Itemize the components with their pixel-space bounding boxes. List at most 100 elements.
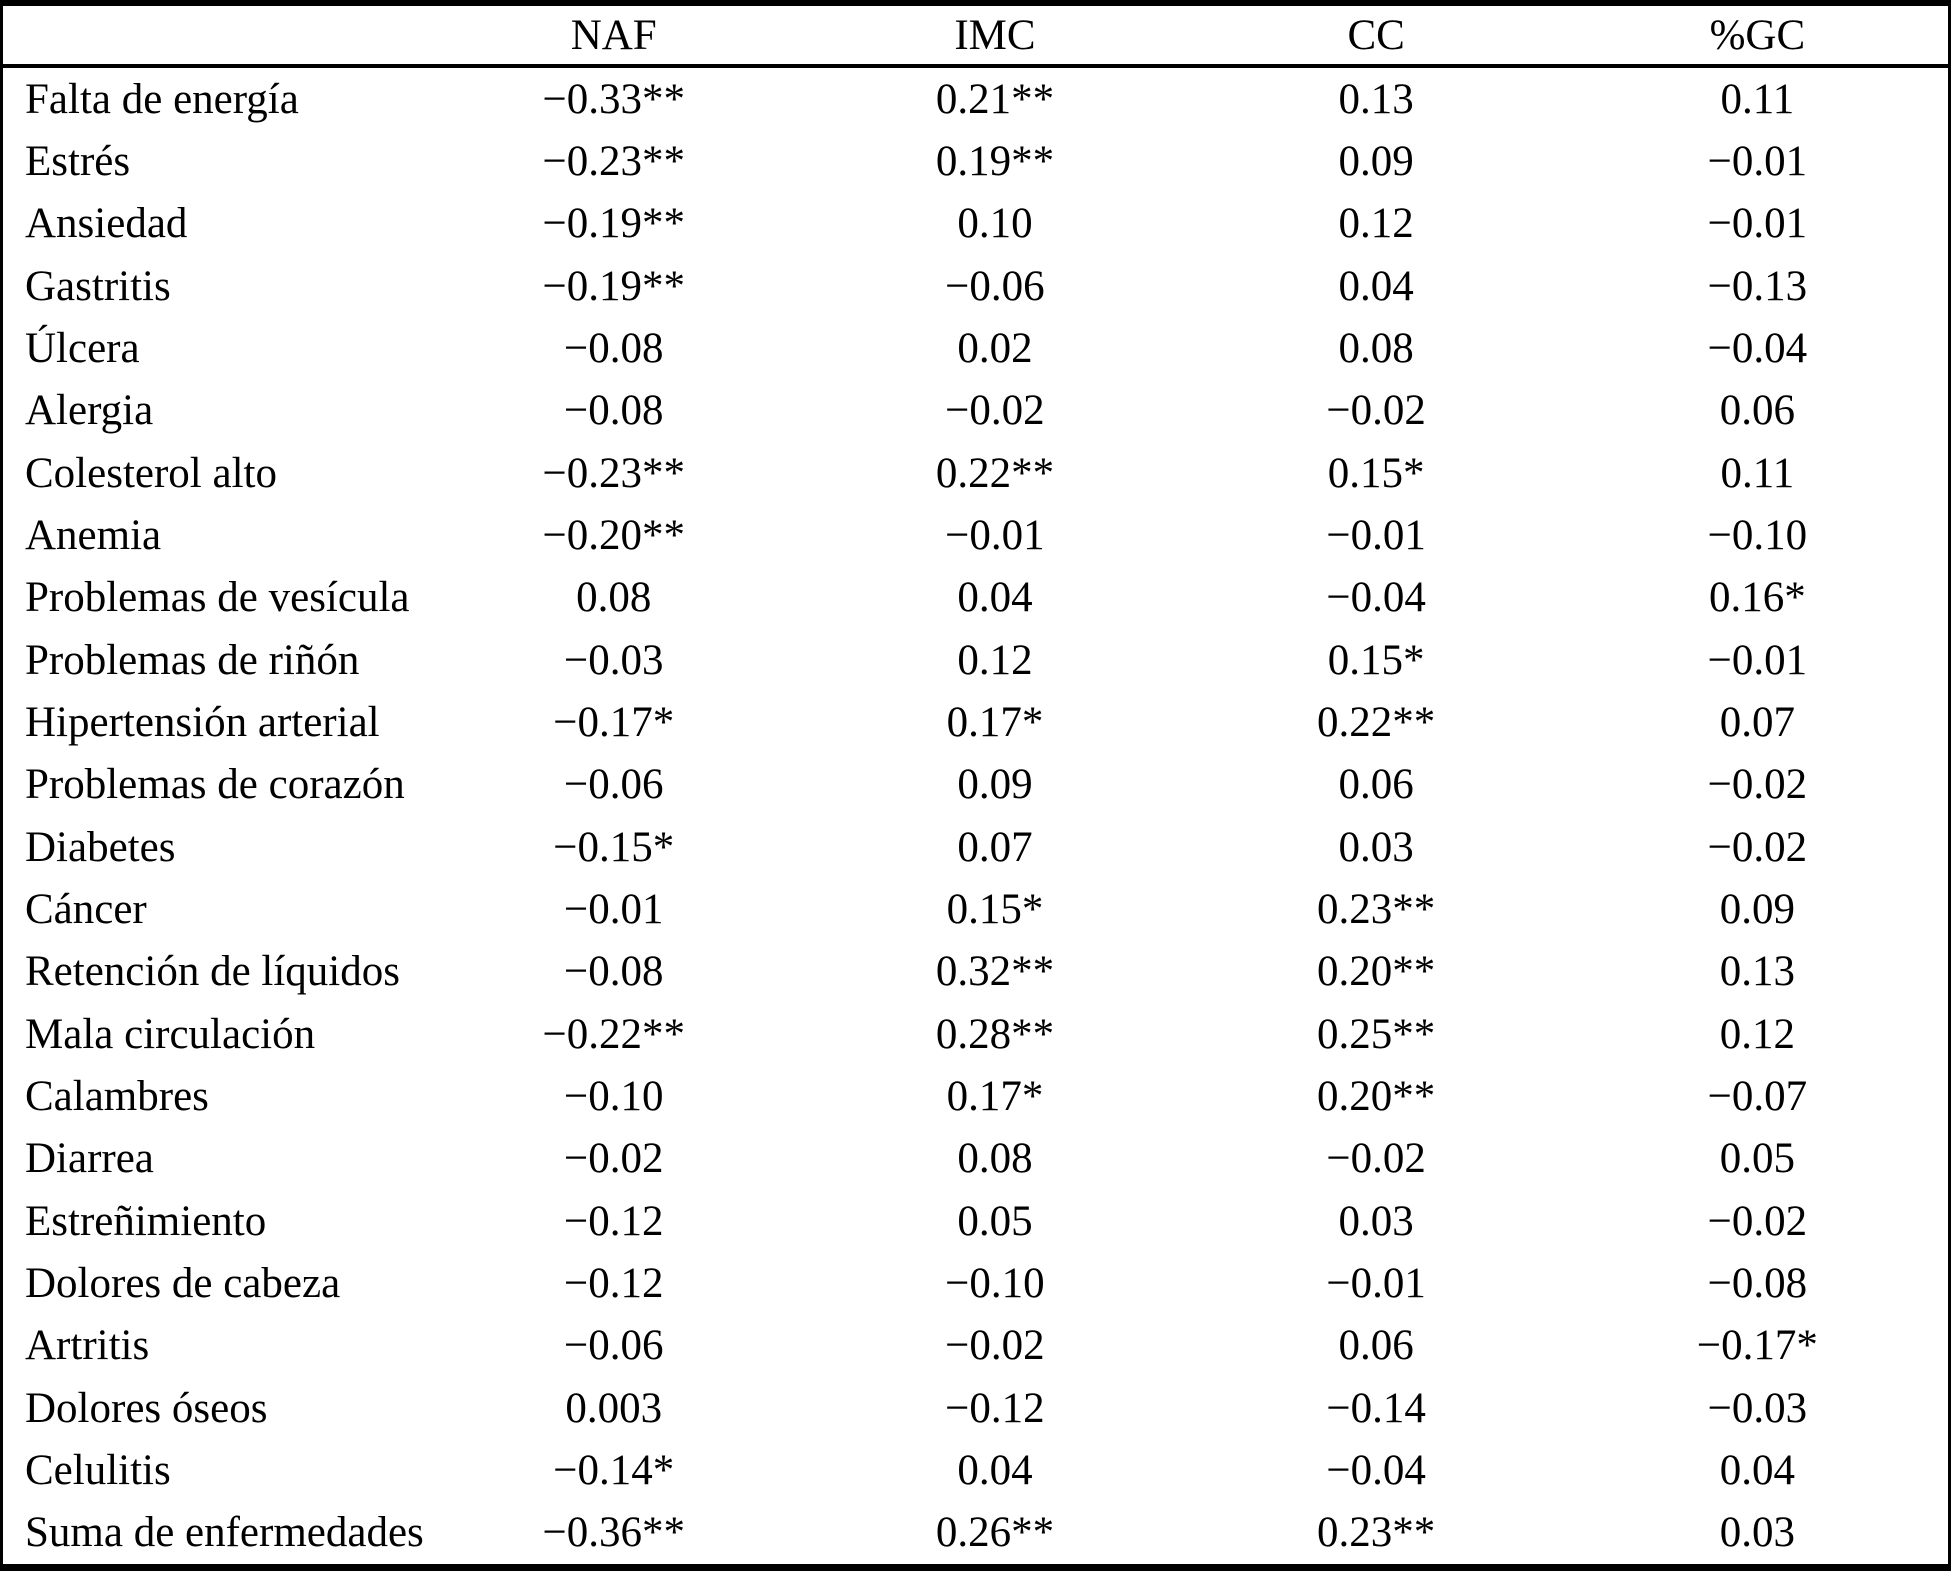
- value-cell: −0.10: [563, 1072, 664, 1120]
- value-cell: −0.12: [563, 1259, 664, 1307]
- table-row: Diabetes −0.15* 0.07 0.03 −0.02: [3, 816, 1948, 878]
- value-cell: 0.003: [565, 1384, 663, 1432]
- value-cell: −0.23**: [542, 137, 685, 185]
- row-label: Dolores de cabeza: [25, 1259, 341, 1307]
- value-cell: 0.04: [957, 1446, 1033, 1494]
- value-cell: −0.17*: [553, 698, 675, 746]
- row-label: Úlcera: [25, 324, 140, 372]
- value-cell: −0.01: [1707, 137, 1808, 185]
- value-cell: 0.22**: [1317, 698, 1436, 746]
- value-cell: 0.28**: [935, 1010, 1055, 1058]
- table-row: Diarrea −0.02 0.08 −0.02 0.05: [3, 1128, 1948, 1190]
- value-cell: −0.13: [1707, 262, 1808, 310]
- value-cell: 0.05: [1719, 1135, 1795, 1183]
- value-cell: 0.09: [1719, 885, 1795, 933]
- row-label: Suma de enfermedades: [25, 1509, 424, 1557]
- value-cell: 0.04: [957, 574, 1033, 622]
- value-cell: −0.36**: [542, 1509, 685, 1557]
- row-label: Gastritis: [25, 262, 171, 310]
- table-row: Úlcera −0.08 0.02 0.08 −0.04: [3, 317, 1948, 379]
- table-row: Celulitis −0.14* 0.04 −0.04 0.04: [3, 1439, 1948, 1501]
- value-cell: 0.04: [1719, 1446, 1795, 1494]
- value-cell: −0.14: [1326, 1384, 1426, 1432]
- row-label: Celulitis: [25, 1446, 171, 1494]
- value-cell: 0.03: [1338, 1197, 1414, 1245]
- value-cell: −0.01: [1707, 200, 1808, 248]
- value-cell: 0.16*: [1709, 574, 1806, 622]
- value-cell: 0.04: [1338, 262, 1414, 310]
- row-label: Problemas de corazón: [25, 761, 405, 809]
- row-label: Falta de energía: [25, 75, 299, 123]
- value-cell: −0.04: [1707, 324, 1808, 372]
- row-label: Problemas de riñón: [25, 636, 360, 684]
- value-cell: 0.15*: [1327, 636, 1425, 684]
- value-cell: 0.21**: [935, 75, 1055, 123]
- row-label: Hipertensión arterial: [25, 698, 380, 746]
- value-cell: −0.03: [563, 636, 664, 684]
- value-cell: −0.07: [1707, 1072, 1808, 1120]
- value-cell: −0.06: [945, 262, 1045, 310]
- value-cell: 0.08: [957, 1135, 1033, 1183]
- value-cell: −0.02: [1707, 761, 1808, 809]
- value-cell: −0.06: [563, 1322, 664, 1370]
- table-row: Cáncer −0.01 0.15* 0.23** 0.09: [3, 878, 1948, 940]
- value-cell: 0.06: [1338, 1322, 1414, 1370]
- table-row: Suma de enfermedades −0.36** 0.26** 0.23** 0…: [3, 1502, 1948, 1564]
- value-cell: −0.01: [563, 885, 664, 933]
- value-cell: 0.23**: [1317, 885, 1436, 933]
- table-row: Calambres −0.10 0.17* 0.20** −0.07: [3, 1065, 1948, 1127]
- value-cell: −0.12: [945, 1384, 1045, 1432]
- value-cell: 0.06: [1719, 387, 1795, 435]
- value-cell: −0.23**: [542, 449, 685, 497]
- value-cell: 0.08: [1338, 324, 1414, 372]
- table-row: Dolores óseos 0.003 −0.12 −0.14 −0.03: [3, 1377, 1948, 1439]
- value-cell: 0.15*: [946, 885, 1044, 933]
- value-cell: −0.19**: [542, 262, 685, 310]
- value-cell: 0.32**: [935, 948, 1055, 996]
- value-cell: −0.10: [1707, 511, 1808, 559]
- table-row: Mala circulación −0.22** 0.28** 0.25** 0.12: [3, 1003, 1948, 1065]
- row-label: Colesterol alto: [25, 449, 277, 497]
- value-cell: −0.08: [563, 948, 664, 996]
- table-row: Gastritis −0.19** −0.06 0.04 −0.13: [3, 255, 1948, 317]
- value-cell: −0.02: [945, 387, 1045, 435]
- row-label: Anemia: [25, 511, 162, 559]
- value-cell: 0.07: [957, 823, 1033, 871]
- value-cell: 0.09: [957, 761, 1033, 809]
- column-header: NAF: [570, 11, 657, 59]
- value-cell: −0.01: [1326, 1259, 1426, 1307]
- value-cell: 0.02: [957, 324, 1033, 372]
- value-cell: 0.10: [957, 200, 1033, 248]
- value-cell: −0.02: [1326, 387, 1426, 435]
- value-cell: 0.03: [1719, 1509, 1795, 1557]
- value-cell: 0.11: [1720, 449, 1795, 497]
- value-cell: −0.08: [1707, 1259, 1808, 1307]
- table-row: Hipertensión arterial −0.17* 0.17* 0.22** 0.…: [3, 691, 1948, 753]
- value-cell: −0.01: [1707, 636, 1808, 684]
- value-cell: 0.13: [1338, 75, 1414, 123]
- value-cell: −0.19**: [542, 200, 685, 248]
- value-cell: 0.20**: [1317, 948, 1436, 996]
- value-cell: 0.09: [1338, 137, 1414, 185]
- value-cell: −0.20**: [542, 511, 685, 559]
- row-label: Mala circulación: [25, 1010, 316, 1058]
- row-label: Estrés: [25, 137, 131, 185]
- table-row: Colesterol alto −0.23** 0.22** 0.15* 0.11: [3, 442, 1948, 504]
- value-cell: −0.12: [563, 1197, 664, 1245]
- value-cell: −0.02: [563, 1135, 664, 1183]
- value-cell: −0.04: [1326, 574, 1426, 622]
- value-cell: 0.17*: [946, 1072, 1044, 1120]
- table-row: Ansiedad −0.19** 0.10 0.12 −0.01: [3, 193, 1948, 255]
- table-row: Anemia −0.20** −0.01 −0.01 −0.10: [3, 504, 1948, 566]
- value-cell: −0.01: [1326, 511, 1426, 559]
- table-row: Problemas de vesícula 0.08 0.04 −0.04 0.16*: [3, 567, 1948, 629]
- row-label: Diabetes: [25, 823, 176, 871]
- value-cell: −0.15*: [553, 823, 675, 871]
- value-cell: −0.08: [563, 324, 664, 372]
- table-row: Problemas de riñón −0.03 0.12 0.15* −0.01: [3, 629, 1948, 691]
- table-row: Dolores de cabeza −0.12 −0.10 −0.01 −0.08: [3, 1252, 1948, 1314]
- value-cell: −0.14*: [553, 1446, 675, 1494]
- value-cell: −0.02: [1707, 1197, 1808, 1245]
- value-cell: −0.17*: [1696, 1322, 1818, 1370]
